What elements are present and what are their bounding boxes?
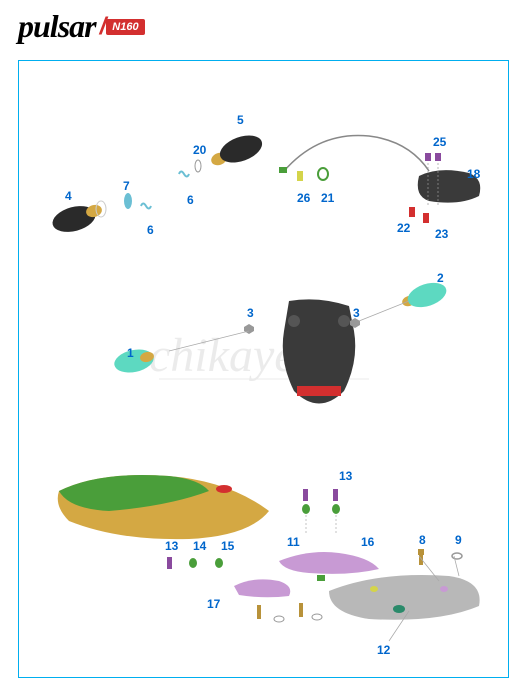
leader-dashed [413, 161, 453, 211]
callout-13: 13 [339, 469, 352, 483]
callout-6: 6 [187, 193, 194, 207]
callout-16: 16 [361, 535, 374, 549]
callout-4: 4 [65, 189, 72, 203]
part-fasteners-13b [299, 485, 359, 535]
callout-25: 25 [433, 135, 446, 149]
logo: pulsar / N160 [18, 8, 145, 45]
callout-13: 13 [165, 539, 178, 553]
callout-3: 3 [247, 306, 254, 320]
callout-8: 8 [419, 533, 426, 547]
part-cowl [49, 461, 279, 551]
callout-12: 12 [377, 643, 390, 657]
part-spring-b [177, 167, 191, 181]
part-fastener-21 [317, 167, 329, 181]
part-spring-a [139, 199, 153, 213]
part-bulb [121, 191, 135, 211]
part-front-indicator-right [199, 127, 269, 177]
callout-14: 14 [193, 539, 206, 553]
leaders-mid [159, 291, 419, 371]
callout-17: 17 [207, 597, 220, 611]
callout-11: 11 [287, 535, 300, 549]
callout-26: 26 [297, 191, 310, 205]
callout-9: 9 [455, 533, 462, 547]
callout-22: 22 [397, 221, 410, 235]
callout-6: 6 [147, 223, 154, 237]
part-fastener-26 [295, 169, 305, 183]
callout-15: 15 [221, 539, 234, 553]
logo-model-badge: N160 [106, 19, 144, 35]
logo-text: pulsar [18, 8, 96, 45]
callout-21: 21 [321, 191, 334, 205]
callout-1: 1 [127, 346, 134, 360]
leaders-bottom [359, 541, 479, 651]
callout-5: 5 [237, 113, 244, 127]
logo-slash-icon: / [100, 13, 107, 41]
callout-2: 2 [437, 271, 444, 285]
part-fasteners-left [165, 553, 235, 573]
callout-20: 20 [193, 143, 206, 157]
callout-3: 3 [353, 306, 360, 320]
part-grommet-16-inner [315, 573, 327, 583]
callout-23: 23 [435, 227, 448, 241]
part-lower-bolts [249, 601, 329, 631]
logo-badge: / N160 [100, 13, 145, 41]
callout-7: 7 [123, 179, 130, 193]
part-fastener-23 [421, 211, 431, 225]
part-bracket-lower [229, 571, 299, 601]
parts-diagram: chikaye [18, 60, 509, 678]
callout-18: 18 [467, 167, 480, 181]
part-front-indicator-left [49, 191, 119, 241]
